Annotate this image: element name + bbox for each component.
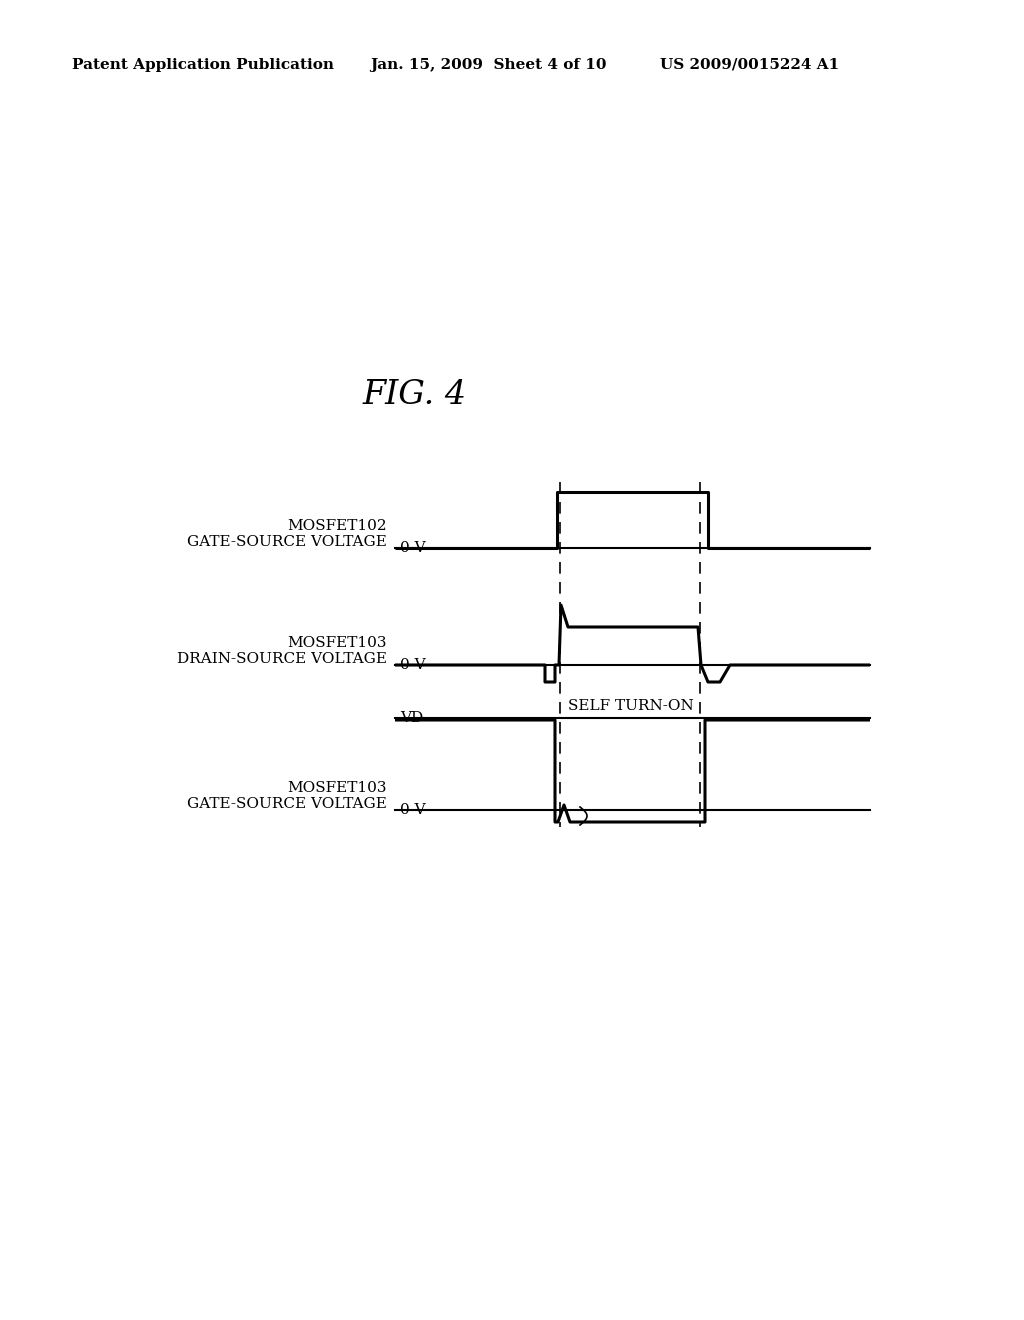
Text: FIG. 4: FIG. 4 — [362, 379, 467, 411]
Text: SELF TURN-ON: SELF TURN-ON — [568, 700, 693, 713]
Text: Jan. 15, 2009  Sheet 4 of 10: Jan. 15, 2009 Sheet 4 of 10 — [370, 58, 606, 73]
Text: MOSFET102: MOSFET102 — [288, 519, 387, 533]
Text: MOSFET103: MOSFET103 — [288, 636, 387, 649]
Text: GATE-SOURCE VOLTAGE: GATE-SOURCE VOLTAGE — [187, 797, 387, 810]
Text: 0 V: 0 V — [400, 541, 426, 554]
Text: DRAIN-SOURCE VOLTAGE: DRAIN-SOURCE VOLTAGE — [177, 652, 387, 667]
Text: 0 V: 0 V — [400, 657, 426, 672]
Text: GATE-SOURCE VOLTAGE: GATE-SOURCE VOLTAGE — [187, 535, 387, 549]
Text: 0 V: 0 V — [400, 803, 426, 817]
Text: US 2009/0015224 A1: US 2009/0015224 A1 — [660, 58, 840, 73]
Text: MOSFET103: MOSFET103 — [288, 781, 387, 795]
Text: VD: VD — [400, 711, 423, 725]
Text: Patent Application Publication: Patent Application Publication — [72, 58, 334, 73]
